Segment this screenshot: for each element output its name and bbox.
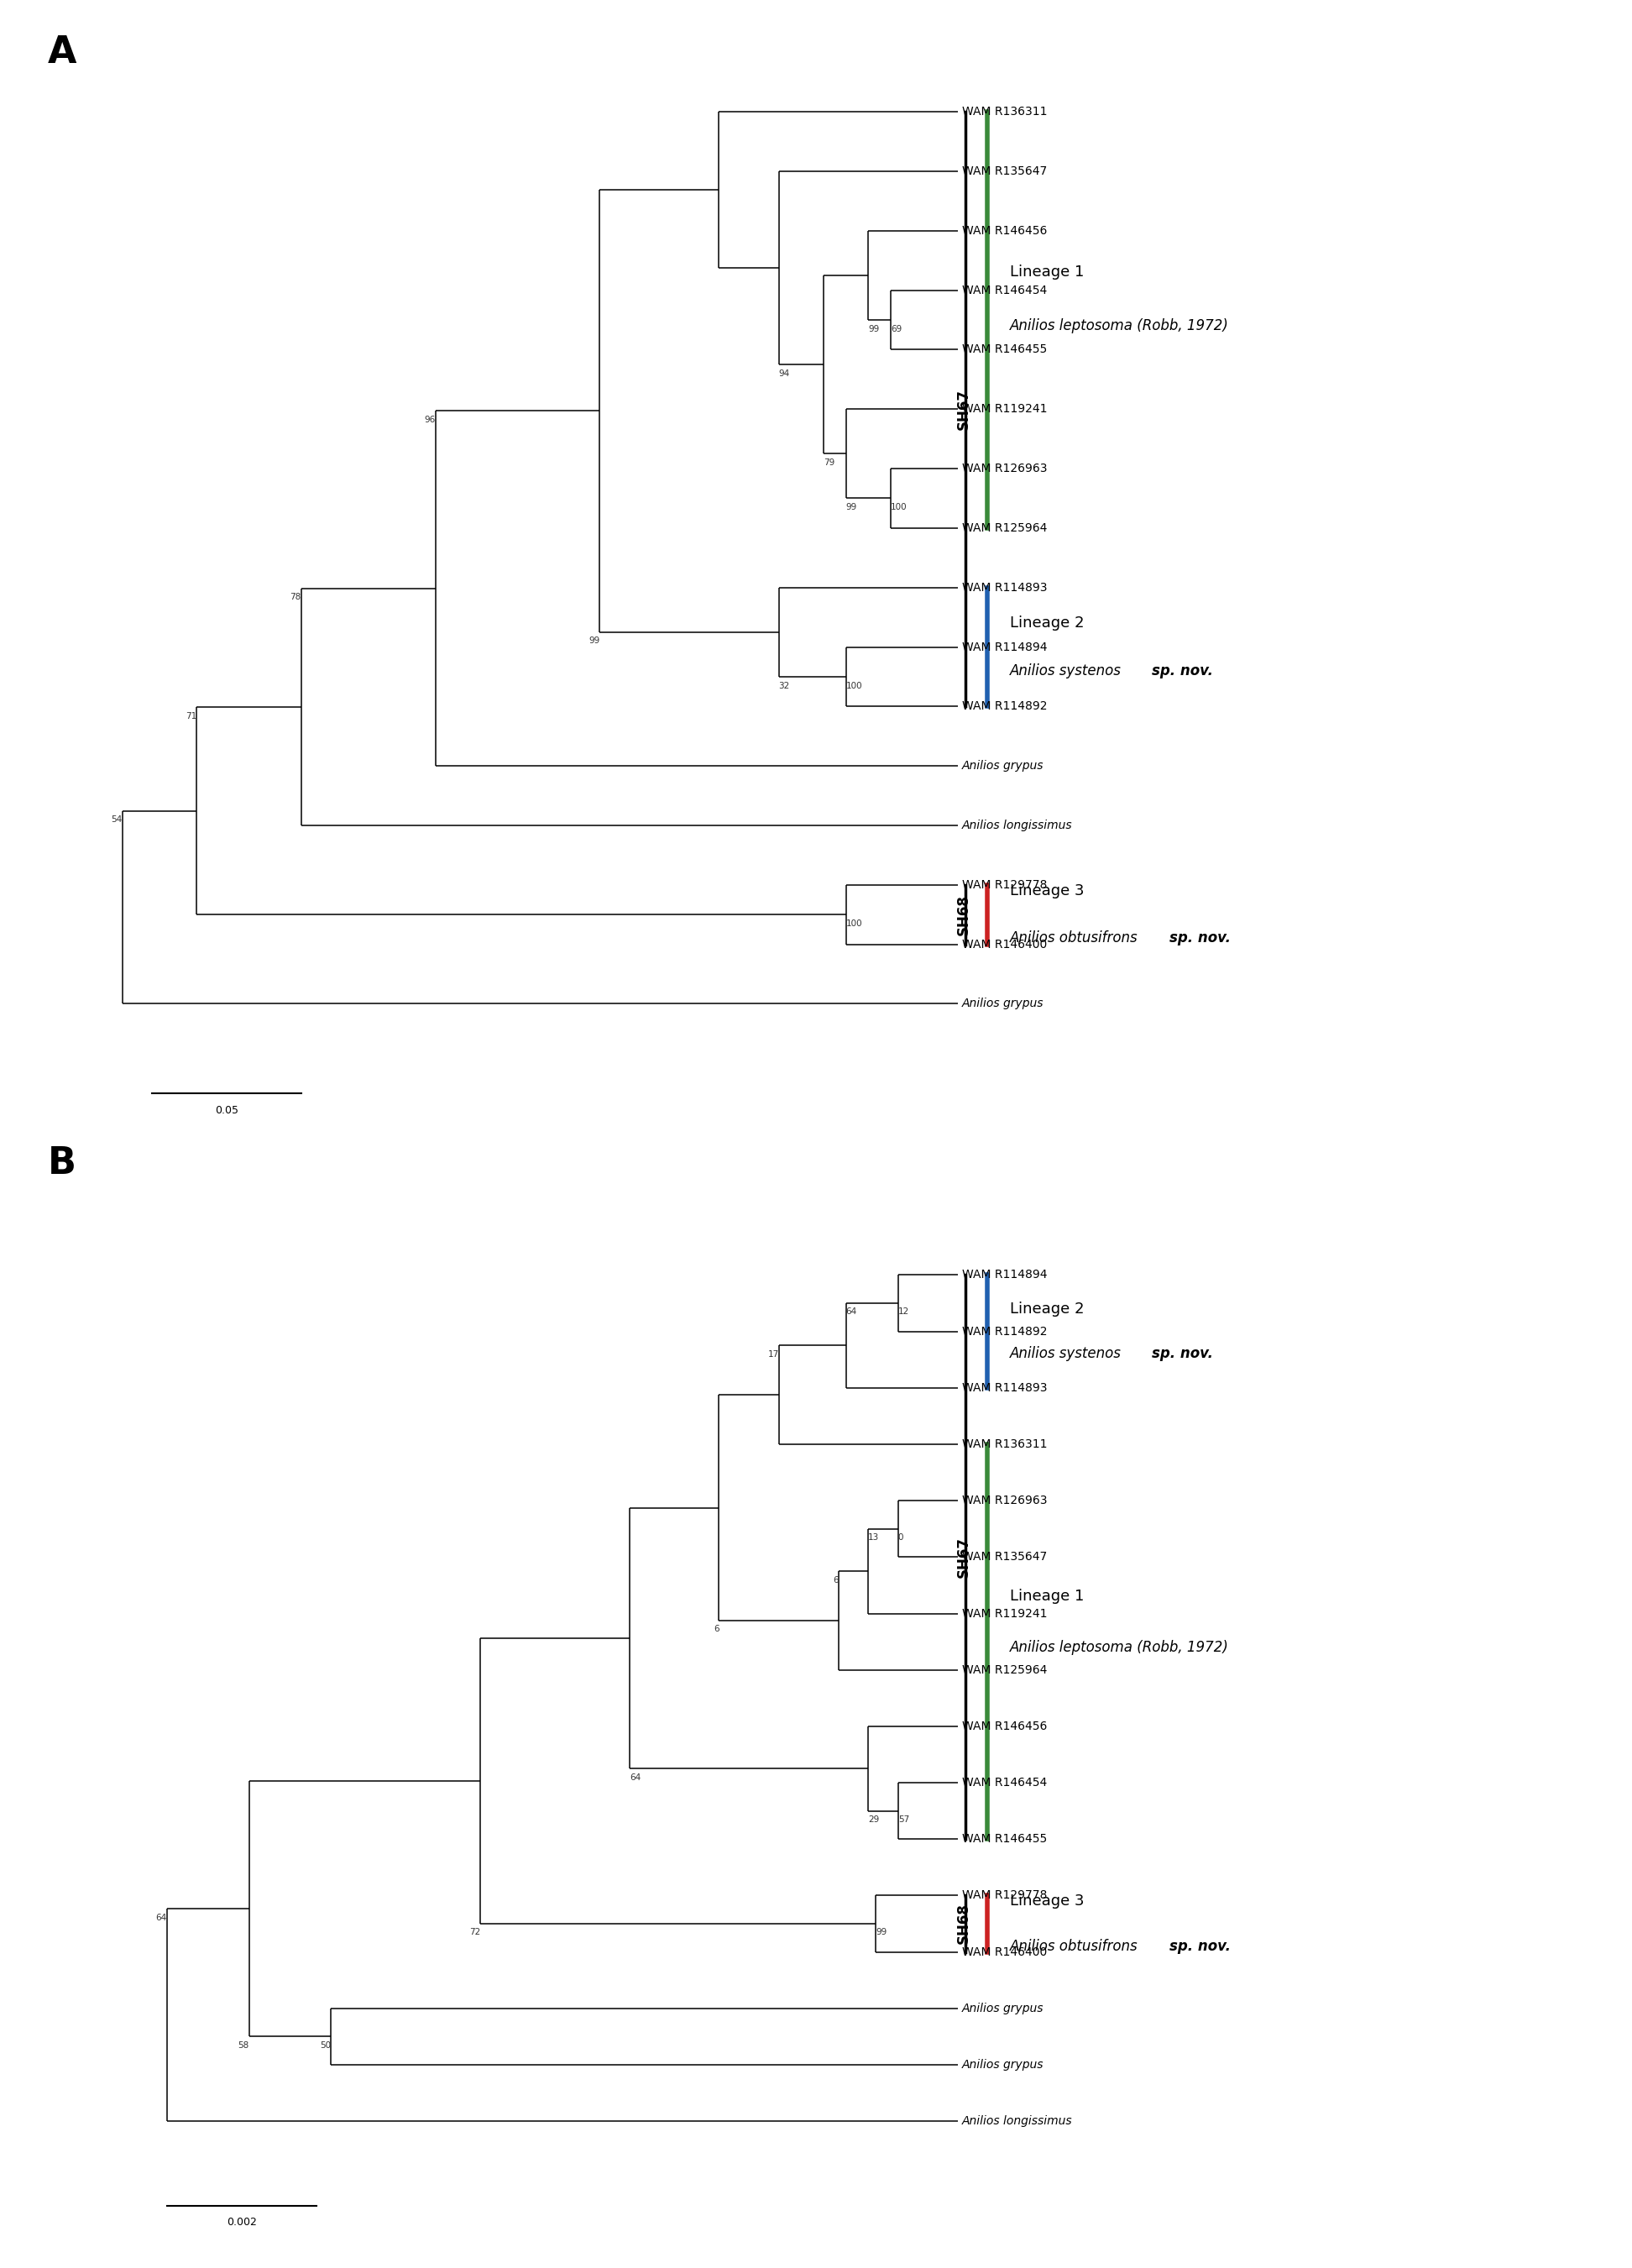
Text: WAM R119241: WAM R119241 [963,1608,1048,1619]
Text: 99: 99 [589,637,599,646]
Text: SH68: SH68 [956,894,971,934]
Text: 94: 94 [778,370,790,379]
Text: sp. nov.: sp. nov. [1170,1939,1231,1953]
Text: 64: 64 [630,1774,641,1780]
Text: Anilios longissimus: Anilios longissimus [963,819,1072,832]
Text: WAM R119241: WAM R119241 [963,404,1048,415]
Text: 99: 99 [876,1928,886,1937]
Text: 78: 78 [290,594,302,601]
Text: WAM R114893: WAM R114893 [963,1381,1048,1395]
Text: 54: 54 [111,816,122,823]
Text: 64: 64 [845,1309,857,1315]
Text: WAM R146456: WAM R146456 [963,1721,1048,1733]
Text: WAM R114894: WAM R114894 [963,1270,1048,1281]
Text: WAM R146454: WAM R146454 [963,284,1048,297]
Text: 64: 64 [155,1914,166,1921]
Text: Lineage 1: Lineage 1 [1010,1590,1084,1603]
Text: Lineage 3: Lineage 3 [1010,1894,1084,1910]
Text: Anilios grypus: Anilios grypus [963,2003,1044,2014]
Text: 99: 99 [868,324,880,333]
Text: sp. nov.: sp. nov. [1152,662,1213,678]
Text: SH67: SH67 [956,388,971,429]
Text: 13: 13 [868,1533,880,1542]
Text: 99: 99 [845,503,857,513]
Text: 71: 71 [186,712,197,719]
Text: WAM R126963: WAM R126963 [963,1495,1048,1506]
Text: WAM R129778: WAM R129778 [963,1889,1048,1901]
Text: Anilios obtusifrons: Anilios obtusifrons [1010,930,1142,946]
Text: WAM R135647: WAM R135647 [963,1551,1048,1563]
Text: WAM R125964: WAM R125964 [963,522,1048,533]
Text: 50: 50 [320,2041,331,2050]
Text: 69: 69 [891,324,902,333]
Text: 96: 96 [424,415,436,424]
Text: Anilios grypus: Anilios grypus [963,760,1044,771]
Text: 0.05: 0.05 [215,1105,238,1116]
Text: Anilios leptosoma (Robb, 1972): Anilios leptosoma (Robb, 1972) [1010,1640,1229,1656]
Text: Anilios obtusifrons: Anilios obtusifrons [1010,1939,1142,1953]
Text: WAM R146400: WAM R146400 [963,939,1048,950]
Text: WAM R125964: WAM R125964 [963,1665,1048,1676]
Text: Lineage 2: Lineage 2 [1010,1302,1084,1315]
Text: WAM R126963: WAM R126963 [963,463,1048,474]
Text: 72: 72 [468,1928,480,1937]
Text: 29: 29 [868,1814,880,1823]
Text: Anilios grypus: Anilios grypus [963,2059,1044,2071]
Text: 57: 57 [898,1814,909,1823]
Text: Anilios leptosoma (Robb, 1972): Anilios leptosoma (Robb, 1972) [1010,318,1229,333]
Text: Anilios grypus: Anilios grypus [963,998,1044,1009]
Text: WAM R146455: WAM R146455 [963,345,1048,356]
Text: Anilios systenos: Anilios systenos [1010,662,1126,678]
Text: Lineage 1: Lineage 1 [1010,265,1084,279]
Text: 0: 0 [898,1533,904,1542]
Text: 100: 100 [845,680,862,689]
Text: Anilios systenos: Anilios systenos [1010,1347,1126,1361]
Text: Lineage 3: Lineage 3 [1010,882,1084,898]
Text: WAM R146400: WAM R146400 [963,1946,1048,1957]
Text: WAM R114893: WAM R114893 [963,581,1048,594]
Text: SH67: SH67 [956,1535,971,1579]
Text: 100: 100 [845,919,862,928]
Text: 12: 12 [898,1309,909,1315]
Text: WAM R146454: WAM R146454 [963,1776,1048,1789]
Text: WAM R146456: WAM R146456 [963,225,1048,236]
Text: 6: 6 [832,1576,839,1583]
Text: WAM R129778: WAM R129778 [963,880,1048,891]
Text: Anilios longissimus: Anilios longissimus [963,2116,1072,2127]
Text: WAM R136311: WAM R136311 [963,1438,1048,1449]
Text: WAM R114894: WAM R114894 [963,642,1048,653]
Text: WAM R114892: WAM R114892 [963,701,1048,712]
Text: Lineage 2: Lineage 2 [1010,615,1084,631]
Text: 32: 32 [778,680,790,689]
Text: 6: 6 [713,1626,720,1633]
Text: B: B [47,1145,77,1182]
Text: 58: 58 [238,2041,250,2050]
Text: A: A [47,34,77,70]
Text: WAM R114892: WAM R114892 [963,1325,1048,1338]
Text: 17: 17 [767,1349,778,1359]
Text: WAM R135647: WAM R135647 [963,166,1048,177]
Text: 0.002: 0.002 [227,2218,256,2227]
Text: WAM R136311: WAM R136311 [963,107,1048,118]
Text: sp. nov.: sp. nov. [1152,1347,1213,1361]
Text: 79: 79 [824,458,834,467]
Text: sp. nov.: sp. nov. [1170,930,1231,946]
Text: WAM R146455: WAM R146455 [963,1833,1048,1844]
Text: SH68: SH68 [956,1903,971,1944]
Text: 100: 100 [891,503,907,513]
